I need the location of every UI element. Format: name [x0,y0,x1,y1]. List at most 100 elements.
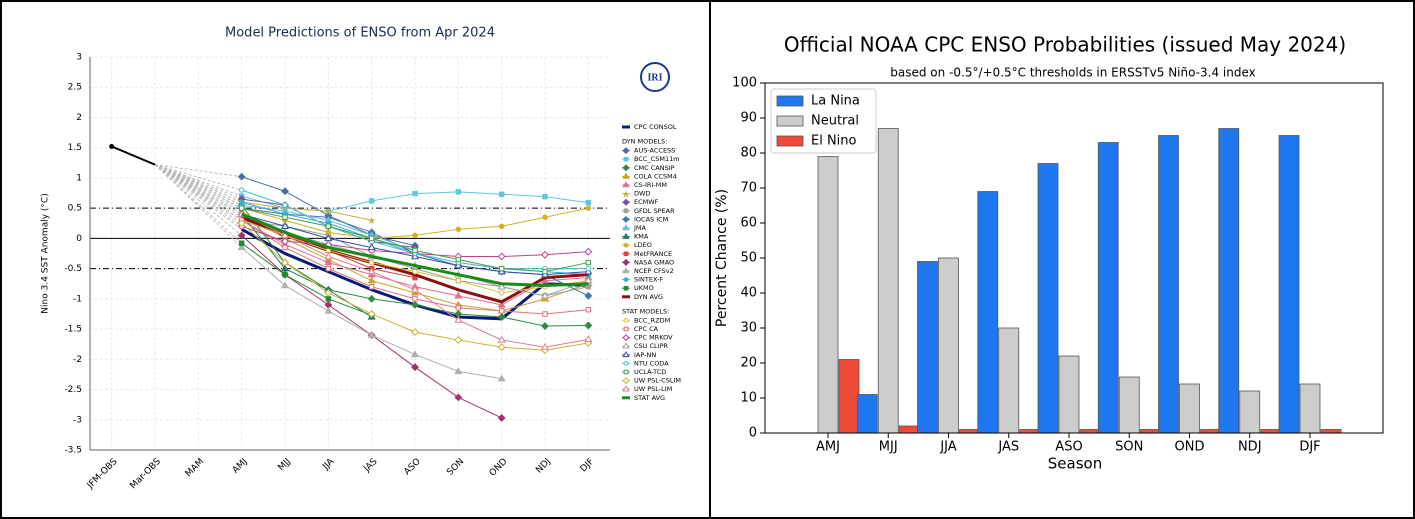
marker [455,278,462,284]
y-tick-label: -3.5 [64,446,82,456]
legend-label: KMA [634,233,649,241]
connector [154,164,242,236]
legend-label: CS-IRI-MM [634,181,667,189]
marker [585,205,592,211]
legend-label: DWD [634,190,650,198]
chart-title: Model Predictions of ENSO from Apr 2024 [225,26,495,41]
marker [238,187,245,193]
marker [237,172,246,181]
plot-frame [764,82,1384,434]
bar [917,261,938,434]
marker [584,291,593,300]
marker [367,243,376,251]
y-tick-label: 100 [732,76,757,91]
marker [622,164,630,172]
bar [1179,383,1200,434]
legend-label: NCEP CFSv2 [634,267,674,275]
marker [280,222,290,229]
bar [877,128,899,434]
connector [154,164,242,224]
marker [623,251,629,257]
marker [412,296,418,302]
legend-label: DYN AVG [634,293,663,301]
y-tick-label: 0.5 [68,204,82,214]
legend-label: LDEO [634,241,652,249]
observed-line [111,145,156,166]
marker [454,291,463,299]
legend-label: JMA [633,224,647,232]
bar [1037,163,1059,434]
marker [623,242,629,248]
marker [623,361,629,366]
x-tick-label: MJJ [879,440,898,455]
marker [410,350,420,358]
marker [455,305,462,311]
marker [367,276,376,284]
marker [282,202,288,208]
bar [1118,376,1140,434]
legend-label: COLA CCSM4 [634,172,677,180]
marker [585,200,592,206]
legend-label: MetFRANCE [634,250,672,258]
marker [497,313,506,321]
legend-swatch [776,135,804,147]
bar [1260,429,1282,434]
x-tick-label: ASO [1055,440,1082,455]
y-tick-label: -2 [73,355,82,365]
x-tick-label: OND [1175,440,1205,455]
legend-label: CPC MRKOV [634,334,673,342]
x-tick-label: DJF [579,457,597,475]
bar [817,156,839,434]
bar [856,394,878,434]
x-tick-label: AMJ [816,440,840,455]
y-tick-label: 50 [740,251,757,266]
marker [584,247,593,256]
marker [237,231,246,240]
marker [411,300,419,309]
marker [622,377,630,385]
legend-label: SINTEX-F [634,276,663,284]
marker [368,198,375,204]
marker [238,205,245,211]
marker [622,258,630,266]
marker [324,258,333,266]
marker [497,252,506,261]
legend-label: AUS-ACCESS [634,147,675,155]
logo-ring [640,62,670,92]
legend-label: UW PSL-LIM [634,385,672,393]
x-tick-label: NDJ [1238,440,1262,455]
connector [154,164,243,244]
marker [325,223,332,229]
marker [497,300,506,308]
marker [368,284,375,290]
bar [1058,355,1080,434]
marker [498,290,505,296]
y-tick-label: 30 [740,321,757,336]
marker [367,310,376,318]
marker [622,385,630,392]
legend-label: CMC CANSIP [634,164,675,172]
marker [411,363,419,372]
legend-label: ECMWF [634,198,659,206]
connector [154,164,242,209]
marker [497,335,506,343]
marker [455,256,462,263]
marker [623,369,629,375]
bar [1139,429,1161,434]
marker [542,268,548,275]
marker [368,235,375,242]
marker [281,258,289,267]
x-tick-label: Mar-OBS [128,457,163,492]
marker [622,351,630,358]
marker [622,334,630,342]
bar [977,191,999,434]
bar [1320,429,1342,434]
legend-label: CSU CLIPR [634,342,668,350]
marker [542,214,548,220]
marker [585,259,592,266]
x-tick-label: JAS [362,457,380,475]
marker [498,308,505,314]
x-tick-label: AMJ [231,457,250,476]
legend-label: GFDL SPEAR [634,207,675,215]
